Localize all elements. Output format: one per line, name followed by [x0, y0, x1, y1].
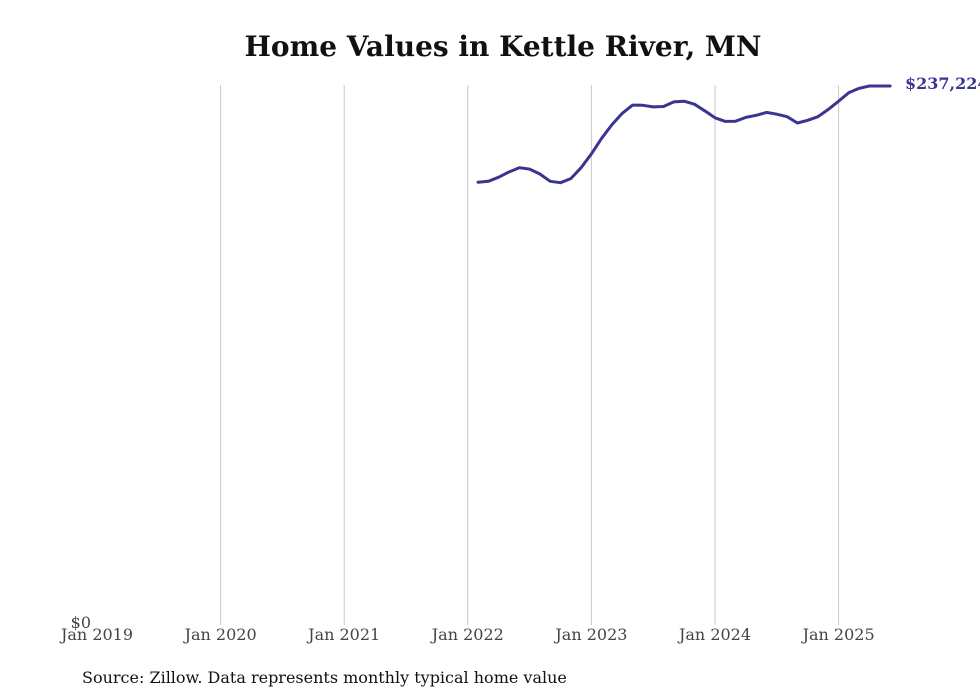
- x-tick-label: Jan 2025: [801, 625, 875, 644]
- x-tick-label: Jan 2022: [430, 625, 504, 644]
- x-tick-label: Jan 2023: [553, 625, 627, 644]
- home-value-line: [476, 84, 892, 185]
- source-note: Source: Zillow. Data represents monthly …: [82, 668, 567, 687]
- x-tick-label: Jan 2021: [306, 625, 380, 644]
- line-chart: Jan 2019 Jan 2020 Jan 2021 Jan 2022 Jan 2023…: [59, 74, 980, 644]
- chart-title: Home Values in Kettle River, MN: [244, 30, 762, 63]
- y-tick-label: $0: [71, 613, 91, 632]
- x-axis-ticks: Jan 2019 Jan 2020 Jan 2021 Jan 2022 Jan 2023…: [59, 625, 875, 644]
- x-tick-label: Jan 2020: [183, 625, 257, 644]
- last-value-label: $237,224: [905, 74, 980, 93]
- x-tick-label: Jan 2024: [677, 625, 751, 644]
- gridlines: [220, 85, 840, 625]
- x-tick-label: Jan 2019: [59, 625, 133, 644]
